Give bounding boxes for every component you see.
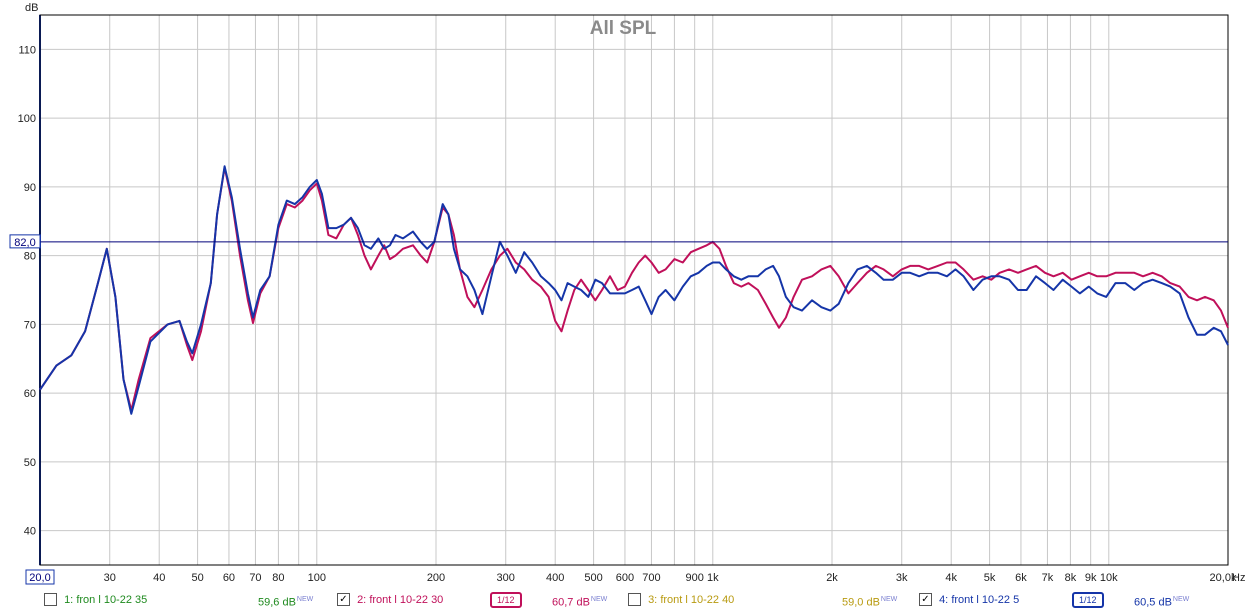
x-tick-label: 400 xyxy=(546,572,564,584)
x-tick-label: 200 xyxy=(427,572,445,584)
legend-2-smoothing-value[interactable]: 1/12 xyxy=(490,592,522,609)
x-tick-label: 8k xyxy=(1065,572,1077,584)
x-tick-label: 4k xyxy=(945,572,957,584)
ref-line-value: 82,0 xyxy=(14,237,35,249)
x-tick-label: 70 xyxy=(249,572,261,584)
x-tick-label: 600 xyxy=(616,572,634,584)
y-axis-label: dB xyxy=(25,2,38,14)
legend-2-new-tag: NEW xyxy=(590,596,608,603)
x-tick-label: 20,0k xyxy=(1210,572,1237,584)
legend-4-checkbox[interactable]: ✓ xyxy=(919,592,932,606)
legend-item-3[interactable]: 3: front l 10-22 40 xyxy=(628,591,734,609)
legend-2-level-value: 60,7 dB xyxy=(552,596,590,609)
legend-1-level-value: 59,6 dB xyxy=(258,596,296,609)
x-tick-label: 3k xyxy=(896,572,908,584)
legend-4-level-value: 60,5 dB xyxy=(1134,596,1172,609)
x-tick-label: 500 xyxy=(584,572,602,584)
series-layer xyxy=(39,165,1229,415)
legend-4-name: front l 10-22 5 xyxy=(951,594,1020,606)
legend-3-name: front l 10-22 40 xyxy=(660,594,735,606)
legend-2-level: 60,7 dBNEW xyxy=(552,591,607,609)
x-start-label[interactable]: 20,0 xyxy=(25,569,55,585)
legend-2-checkbox[interactable]: ✓ xyxy=(337,592,350,606)
series-line-2[interactable] xyxy=(39,165,1229,415)
x-tick-label: 100 xyxy=(308,572,326,584)
x-axis-unit: Hz xyxy=(1232,572,1245,584)
y-tick-label: 90 xyxy=(24,182,36,194)
legend-4-smoothing-value[interactable]: 1/12 xyxy=(1072,592,1104,609)
x-start-value: 20,0 xyxy=(29,572,50,584)
y-tick-label: 80 xyxy=(24,251,36,263)
x-tick-label: 80 xyxy=(272,572,284,584)
x-tick-label: 7k xyxy=(1042,572,1054,584)
legend-4-smoothing[interactable]: 1/12 xyxy=(1072,591,1104,609)
x-tick-label: 300 xyxy=(497,572,515,584)
x-tick-label: 700 xyxy=(642,572,660,584)
legend-2-num: 2: xyxy=(357,594,367,606)
x-tick-label: 30 xyxy=(104,572,116,584)
legend-item-1[interactable]: 1: fron l 10-22 35 xyxy=(44,591,147,609)
legend-3-level-value: 59,0 dB xyxy=(842,596,880,609)
legend-4-num: 4: xyxy=(939,594,949,606)
chart-title: All SPL xyxy=(590,18,657,39)
y-tick-label: 50 xyxy=(24,457,36,469)
legend-2-smoothing[interactable]: 1/12 xyxy=(490,591,522,609)
legend-1-level: 59,6 dBNEW xyxy=(258,591,313,609)
ref-line-label[interactable]: 82,0 xyxy=(9,234,41,249)
x-tick-label: 5k xyxy=(984,572,996,584)
y-tick-label: 60 xyxy=(24,388,36,400)
x-tick-labels: 30 40 50 60 70 80 100 200 300 400 500 600 700 900 1k 2k… xyxy=(104,572,1237,584)
legend-item-4[interactable]: ✓ 4: front l 10-22 5 xyxy=(919,591,1019,609)
x-tick-label: 1k xyxy=(707,572,719,584)
x-tick-label: 60 xyxy=(223,572,235,584)
legend-3-num: 3: xyxy=(648,594,658,606)
x-tick-label: 50 xyxy=(191,572,203,584)
legend: 1: fron l 10-22 35 59,6 dBNEW ✓ 2: front… xyxy=(40,589,1210,611)
grid-lines xyxy=(39,15,1229,565)
y-tick-label: 70 xyxy=(24,319,36,331)
legend-1-checkbox[interactable] xyxy=(44,592,57,606)
y-tick-label: 40 xyxy=(24,526,36,538)
vertical-scroll-strip[interactable] xyxy=(1229,16,1237,564)
legend-2-name: front l 10-22 30 xyxy=(369,594,444,606)
legend-3-level: 59,0 dBNEW xyxy=(842,591,897,609)
legend-4-new-tag: NEW xyxy=(1172,596,1190,603)
legend-4-level: 60,5 dBNEW xyxy=(1134,591,1189,609)
legend-3-checkbox[interactable] xyxy=(628,592,641,606)
y-tick-label: 110 xyxy=(18,44,36,56)
x-tick-label: 10k xyxy=(1100,572,1118,584)
legend-3-new-tag: NEW xyxy=(880,596,898,603)
y-tick-label: 100 xyxy=(18,113,36,125)
y-tick-labels: 40 50 60 70 80 90 100 110 xyxy=(18,44,36,537)
x-tick-label: 6k xyxy=(1015,572,1027,584)
plot-area[interactable] xyxy=(39,14,1229,566)
legend-item-2[interactable]: ✓ 2: front l 10-22 30 xyxy=(337,591,443,609)
x-tick-label: 900 xyxy=(685,572,703,584)
legend-1-name: fron l 10-22 35 xyxy=(76,594,148,606)
x-tick-label: 2k xyxy=(826,572,838,584)
legend-1-new-tag: NEW xyxy=(296,596,314,603)
x-tick-label: 9k xyxy=(1085,572,1097,584)
x-tick-label: 40 xyxy=(153,572,165,584)
legend-1-num: 1: xyxy=(64,594,74,606)
